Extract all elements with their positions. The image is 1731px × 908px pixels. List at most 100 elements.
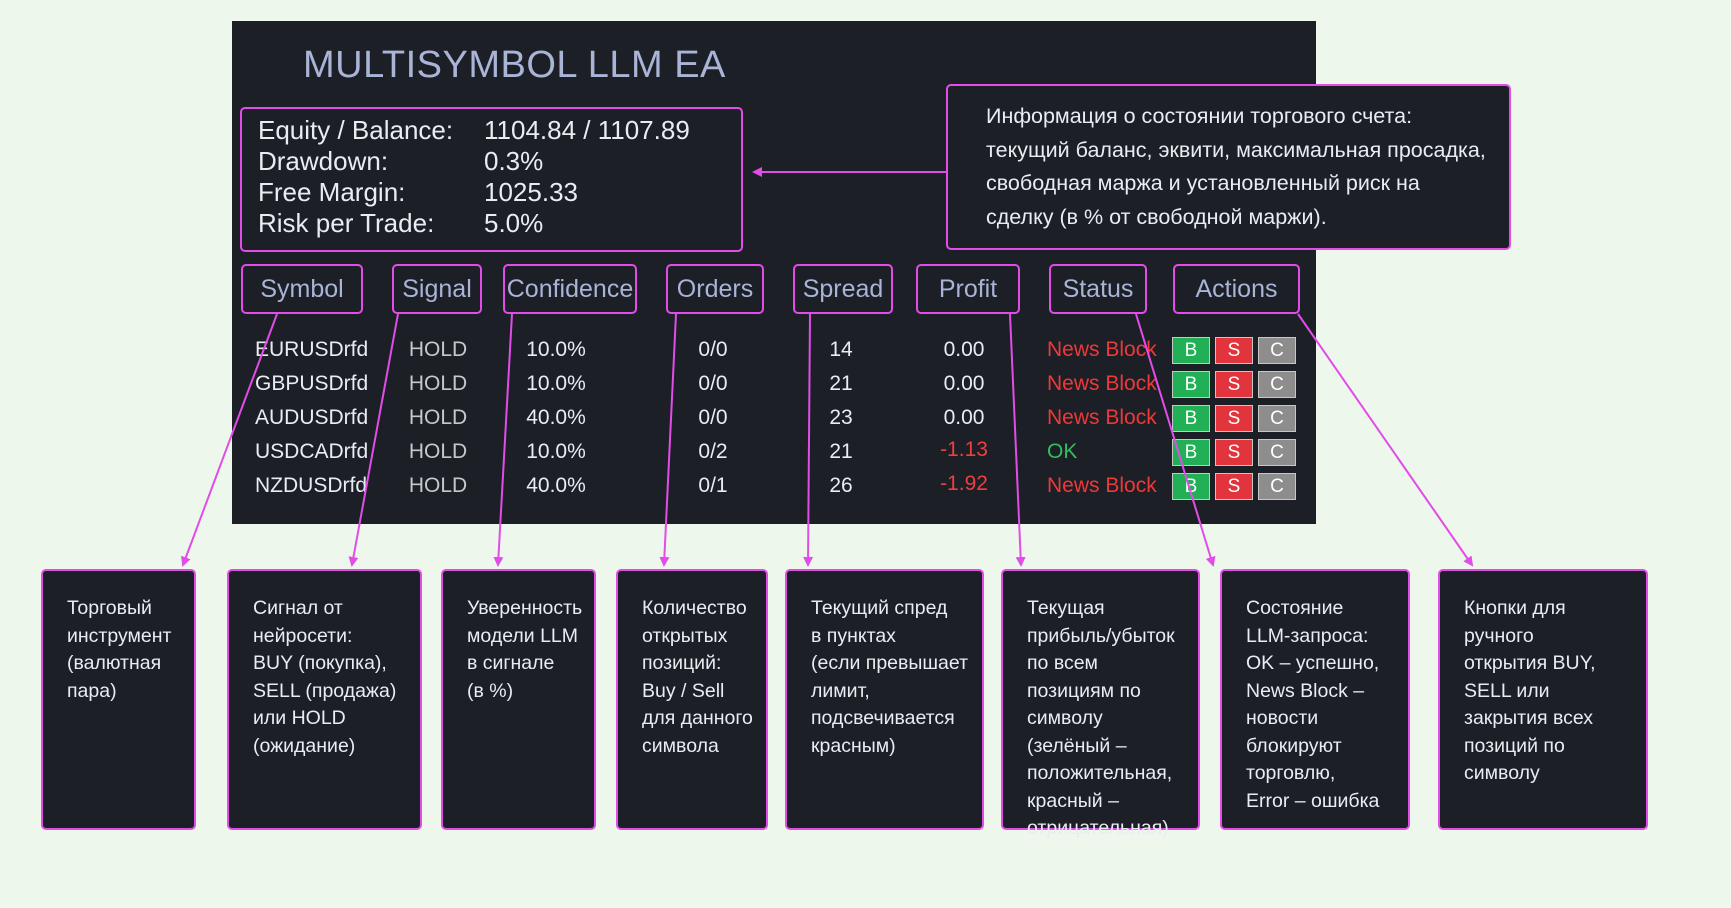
symbol-cell: AUDUSDrfd [255,406,369,429]
card-line: закрытия всех [1464,707,1594,729]
card-line: (валютная [67,652,162,674]
card-line: позиций: [642,652,722,674]
card-line: инструмент [67,624,172,647]
column-header-orders: Orders [666,264,764,314]
orders-cell: 0/0 [698,372,728,395]
risk-per-trade-label: Risk per Trade: [258,208,435,238]
spread-cell: 14 [829,338,853,361]
status-cell: News Block [1047,474,1157,497]
profit-explanation-card: Текущая прибыль/убыток по всем позициям по с… [1001,569,1200,839]
card-line: BUY (покупка), [253,652,387,674]
card-line: прибыль/убыток [1027,624,1175,647]
card-line: в пунктах [811,624,896,647]
card-line: лимит, [811,679,870,702]
close-button[interactable]: C [1258,473,1296,500]
card-line: символа [642,734,719,757]
card-line: или HOLD [253,707,346,729]
card-text: Кнопки для ручного открытия BUY, SELL или за… [1464,595,1638,788]
account-info-box: Equity / Balance: 1104.84 / 1107.89 Draw… [240,107,743,252]
card-text: Количество открытых позиций: Buy / Sell для … [642,595,758,760]
card-line: Кнопки для [1464,597,1566,619]
card-line: Buy / Sell [642,679,725,702]
card-line: позиций по [1464,734,1565,757]
sell-button[interactable]: S [1215,473,1253,500]
profit-cell: 0.00 [943,372,985,395]
close-button[interactable]: C [1258,337,1296,364]
symbol-cell: GBPUSDrfd [255,372,369,395]
confidence-explanation-card: Уверенность модели LLM в сигнале (в %) [441,569,596,830]
card-line: News Block – [1246,679,1365,702]
card-line: (в %) [467,679,514,702]
buy-button[interactable]: B [1172,473,1210,500]
close-button[interactable]: C [1258,405,1296,432]
signal-cell: HOLD [408,372,468,395]
card-text: Торговый инструмент (валютная пара) [67,595,186,705]
card-text: Состояние LLM-запроса: OK – успешно, News B… [1246,595,1400,815]
signal-cell: HOLD [408,406,468,429]
card-text: Уверенность модели LLM в сигнале (в %) [467,595,586,705]
card-line: подсвечивается [811,707,955,729]
equity-balance-value: 1104.84 / 1107.89 [484,115,690,145]
account-info-callout-text: Информация о состоянии торгового счета: … [986,104,1486,229]
actions-explanation-card: Кнопки для ручного открытия BUY, SELL или за… [1438,569,1648,830]
buy-button[interactable]: B [1172,439,1210,466]
column-header-status: Status [1049,264,1147,314]
card-line: модели LLM [467,624,579,647]
status-cell: News Block [1047,338,1157,361]
spread-cell: 21 [829,372,853,395]
spread-explanation-card: Текущий спред в пунктах (если превышает лим… [785,569,984,830]
card-line: SELL (продажа) [253,679,397,702]
actions-arrow [1297,313,1474,567]
orders-explanation-card: Количество открытых позиций: Buy / Sell для … [616,569,768,830]
card-line: блокируют [1246,734,1342,757]
orders-cell: 0/0 [698,338,728,361]
card-line: символу [1464,762,1540,784]
sell-button[interactable]: S [1215,371,1253,398]
signal-explanation-card: Сигнал от нейросети: BUY (покупка), SELL (п… [227,569,422,830]
card-text: Текущая прибыль/убыток по всем позициям по с… [1027,595,1190,843]
orders-cell: 0/2 [698,440,728,463]
column-header-spread: Spread [793,264,893,314]
symbol-explanation-card: Торговый инструмент (валютная пара) [41,569,196,830]
symbol-cell: NZDUSDrfd [255,474,368,497]
close-button[interactable]: C [1258,439,1296,466]
sell-button[interactable]: S [1215,439,1253,466]
card-line: пара) [67,679,117,702]
equity-balance-label: Equity / Balance: [258,115,454,145]
buy-button[interactable]: B [1172,337,1210,364]
card-line: Состояние [1246,597,1344,619]
profit-cell: -1.13 [940,438,988,461]
drawdown-value: 0.3% [484,146,544,176]
card-line: открытия BUY, [1464,652,1596,674]
buy-button[interactable]: B [1172,371,1210,398]
status-cell: News Block [1047,372,1157,395]
card-line: в сигнале [467,652,555,674]
dashboard-title: MULTISYMBOL LLM EA [303,44,726,86]
status-cell: OK [1047,440,1078,463]
orders-cell: 0/0 [698,406,728,429]
confidence-cell: 40.0% [526,406,586,429]
card-text: Сигнал от нейросети: BUY (покупка), SELL (п… [253,595,412,760]
card-line: (ожидание) [253,734,356,757]
signal-cell: HOLD [408,338,468,361]
card-line: (если превышает [811,652,969,674]
buy-button[interactable]: B [1172,405,1210,432]
orders-cell: 0/1 [698,474,728,497]
card-line: Количество [642,597,747,619]
column-header-confidence: Confidence [503,264,637,314]
symbol-cell: EURUSDrfd [255,338,369,361]
card-line: Сигнал от [253,597,343,619]
sell-button[interactable]: S [1215,405,1253,432]
spread-cell: 21 [829,440,853,463]
signal-cell: HOLD [408,474,468,497]
card-text: Текущий спред в пунктах (если превышает лим… [811,595,974,760]
card-line: торговлю, [1246,762,1336,784]
spread-cell: 23 [829,406,853,429]
spread-cell: 26 [829,474,853,497]
confidence-cell: 40.0% [526,474,586,497]
close-button[interactable]: C [1258,371,1296,398]
sell-button[interactable]: S [1215,337,1253,364]
column-header-profit: Profit [916,264,1020,314]
profit-cell: 0.00 [943,406,985,429]
confidence-cell: 10.0% [526,338,586,361]
